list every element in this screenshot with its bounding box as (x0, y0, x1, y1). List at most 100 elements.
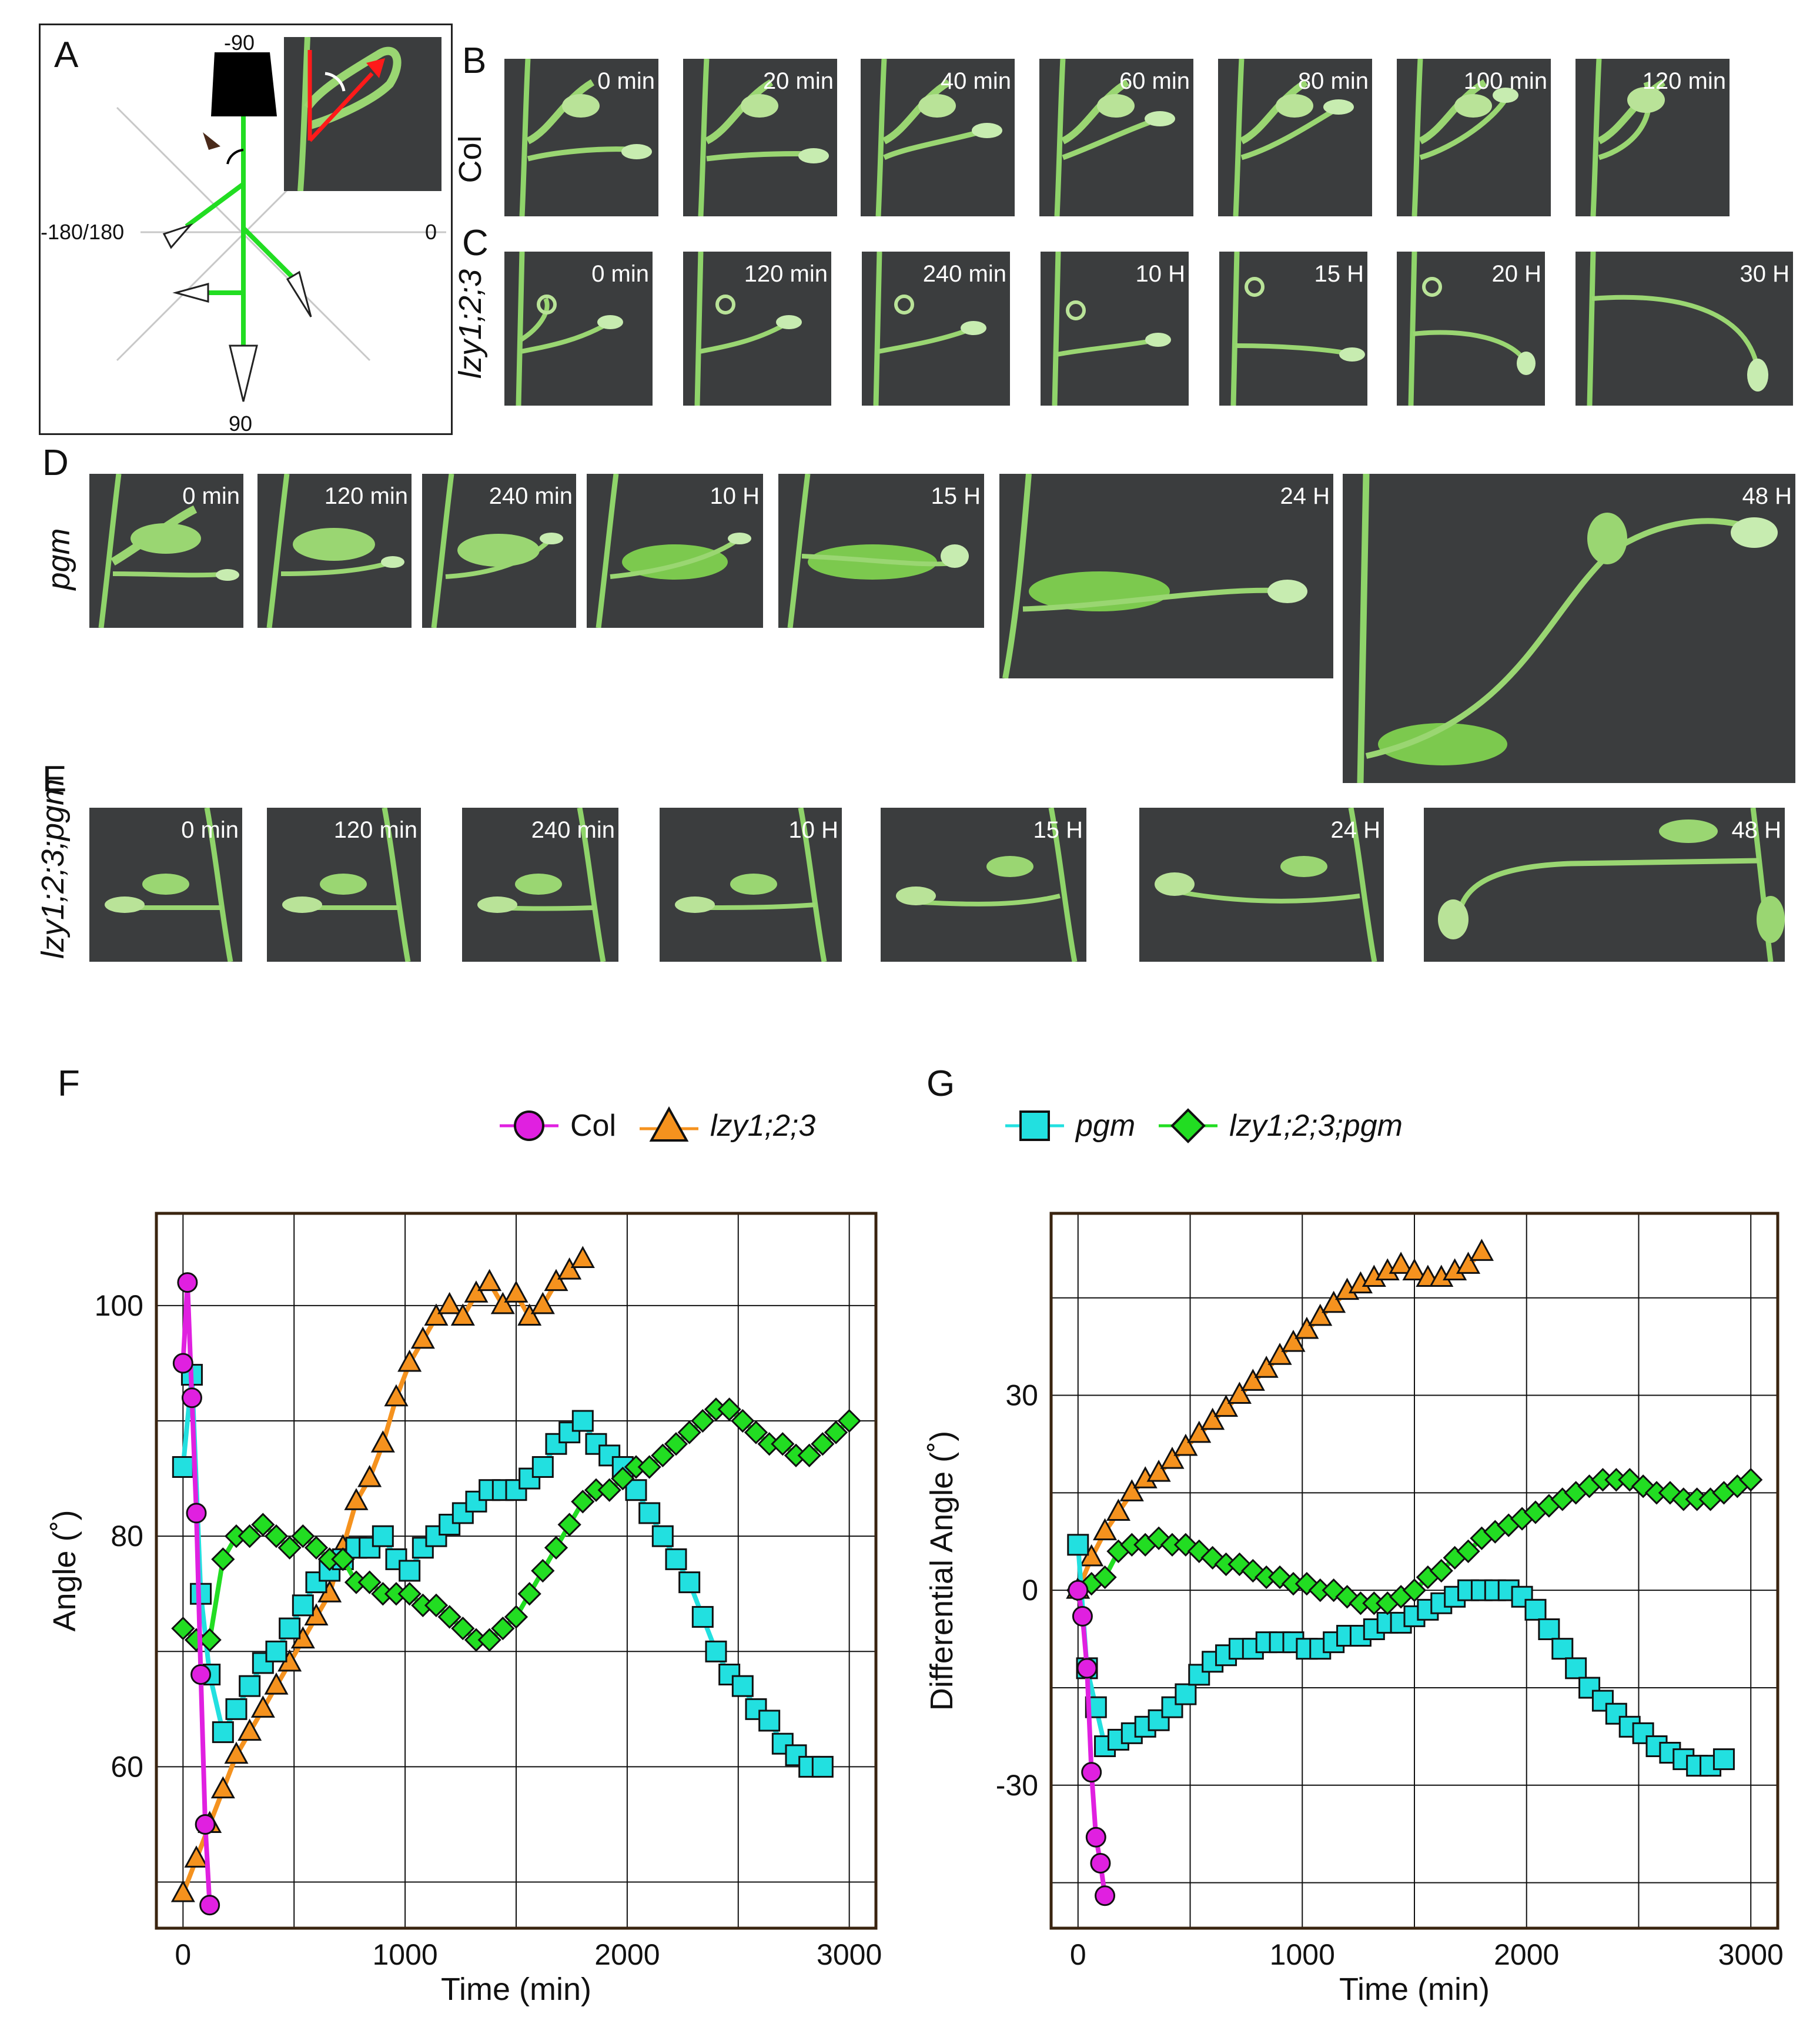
y-tick-label: -30 (996, 1769, 1038, 1802)
plant-shape (1054, 59, 1175, 216)
frame-label: 24 H (1280, 483, 1330, 509)
photo-col-1: 20 min (683, 59, 837, 216)
data-point-lzy (1079, 1544, 1104, 1567)
data-point-lzypgm (1402, 1578, 1427, 1603)
frame-label: 0 min (181, 817, 239, 843)
chart-g: 0 1000 2000 3000 -30 0 30 Time (min) Differentia… (924, 1212, 1784, 2007)
data-point-lzypgm (597, 1478, 621, 1502)
frame-label: 0 min (182, 483, 240, 509)
data-point-lzypgm (744, 1420, 768, 1444)
data-point-lzypgm (1739, 1468, 1763, 1492)
data-point-lzy (1227, 1381, 1252, 1404)
data-point-pgm (372, 1525, 394, 1547)
plant-shape (596, 474, 751, 628)
data-point-pgm (1175, 1683, 1197, 1705)
data-point-pgm (1712, 1748, 1735, 1771)
plant-shape (675, 808, 827, 962)
data-point-lzy (557, 1257, 582, 1280)
data-point-lzy (1308, 1303, 1333, 1326)
photo-lzy-0: 0 min (504, 252, 653, 406)
frame-label: 240 min (531, 817, 615, 843)
plant-shape (1411, 59, 1518, 216)
frame-label: 40 min (940, 68, 1011, 94)
plot-frame (1049, 1212, 1779, 1930)
data-point-col (1095, 1885, 1116, 1906)
data-point-pgm (1565, 1657, 1587, 1680)
plant-shape (873, 252, 986, 406)
data-point-lzy (517, 1303, 542, 1326)
data-point-lzy (1281, 1329, 1306, 1352)
plant-shape (1357, 474, 1778, 783)
plant-shape (694, 252, 802, 406)
data-point-lzypgm (571, 1490, 595, 1514)
data-point-lzy (250, 1695, 275, 1718)
data-point-lzypgm (1093, 1565, 1117, 1590)
plant-shape (896, 808, 1078, 962)
frame-label: 20 H (1491, 261, 1542, 287)
plant-shape (266, 474, 404, 628)
frame-label: 10 H (710, 483, 760, 509)
data-point-lzypgm (771, 1432, 795, 1456)
data-point-lzy (530, 1292, 555, 1314)
x-tick-label: 0 (175, 1938, 191, 1971)
data-point-pgm (292, 1594, 314, 1617)
legend-label-col: Col (570, 1109, 617, 1143)
photo-col-3: 60 min (1039, 59, 1193, 216)
panel-label-f: F (58, 1063, 80, 1104)
data-point-lzy (1160, 1446, 1185, 1469)
frame-label: 0 min (597, 68, 655, 94)
data-point-lzy (1106, 1498, 1130, 1521)
x-tick-label: 1000 (372, 1938, 437, 1971)
data-point-lzy (1469, 1239, 1494, 1261)
data-point-lzypgm (264, 1524, 289, 1548)
chart-f: 0 1000 2000 3000 60 80 100 Time (min) Angle (˚) (47, 1212, 882, 2007)
photo-pgm-3: 10 H (587, 474, 763, 628)
data-point-lzy (504, 1280, 528, 1303)
photo-lzypgm-5: 24 H (1139, 808, 1384, 962)
angle-label-top: -90 (224, 31, 255, 55)
legend-right: pgm lzy1;2;3;pgm (1005, 1105, 1426, 1146)
y-axis-label: Differential Angle (˚) (924, 1431, 959, 1711)
data-point-lzypgm (811, 1432, 835, 1456)
data-point-pgm (705, 1640, 727, 1662)
data-point-pgm (1524, 1598, 1547, 1621)
data-point-lzy (477, 1269, 502, 1292)
data-point-pgm (265, 1640, 287, 1662)
data-point-lzy (1146, 1460, 1171, 1482)
plant-shape (1587, 252, 1768, 406)
data-point-lzypgm (517, 1582, 541, 1606)
data-point-col (172, 1353, 193, 1374)
data-point-pgm (691, 1605, 714, 1628)
series-line-pgm (180, 1372, 823, 1769)
data-point-lzy (210, 1776, 235, 1799)
x-tick-label: 2000 (594, 1938, 660, 1971)
plant-shape (477, 808, 606, 962)
x-tick-label: 1000 (1270, 1938, 1335, 1971)
data-point-lzypgm (171, 1616, 195, 1641)
data-point-lzy (437, 1292, 462, 1314)
data-point-lzypgm (557, 1513, 581, 1537)
data-point-col (186, 1503, 207, 1524)
angle-label-left: -180/180 (41, 220, 124, 244)
photo-col-5: 100 min (1397, 59, 1551, 216)
data-point-lzypgm (198, 1628, 222, 1652)
data-point-pgm (811, 1755, 834, 1778)
legend-item-pgm: pgm (1005, 1105, 1135, 1146)
data-point-lzy (238, 1718, 262, 1741)
plant-shape (787, 474, 969, 628)
inset-photo-graphic (297, 37, 402, 191)
photo-lzypgm-2: 240 min (462, 808, 618, 962)
frame-label: 15 H (1314, 261, 1364, 287)
legend-label-lzy: lzy1;2;3 (710, 1109, 816, 1143)
data-point-lzy (1322, 1290, 1346, 1313)
legend-marker-col (500, 1110, 558, 1141)
data-point-lzypgm (304, 1535, 329, 1560)
data-point-lzy (1456, 1252, 1481, 1274)
data-point-lzy (1187, 1420, 1212, 1443)
data-point-lzy (424, 1303, 449, 1326)
frame-label: 80 min (1297, 68, 1369, 94)
x-tick-label: 3000 (817, 1938, 882, 1971)
data-point-lzy (170, 1880, 195, 1902)
data-point-lzypgm (837, 1409, 861, 1433)
x-axis-label: Time (min) (1339, 1972, 1490, 2007)
